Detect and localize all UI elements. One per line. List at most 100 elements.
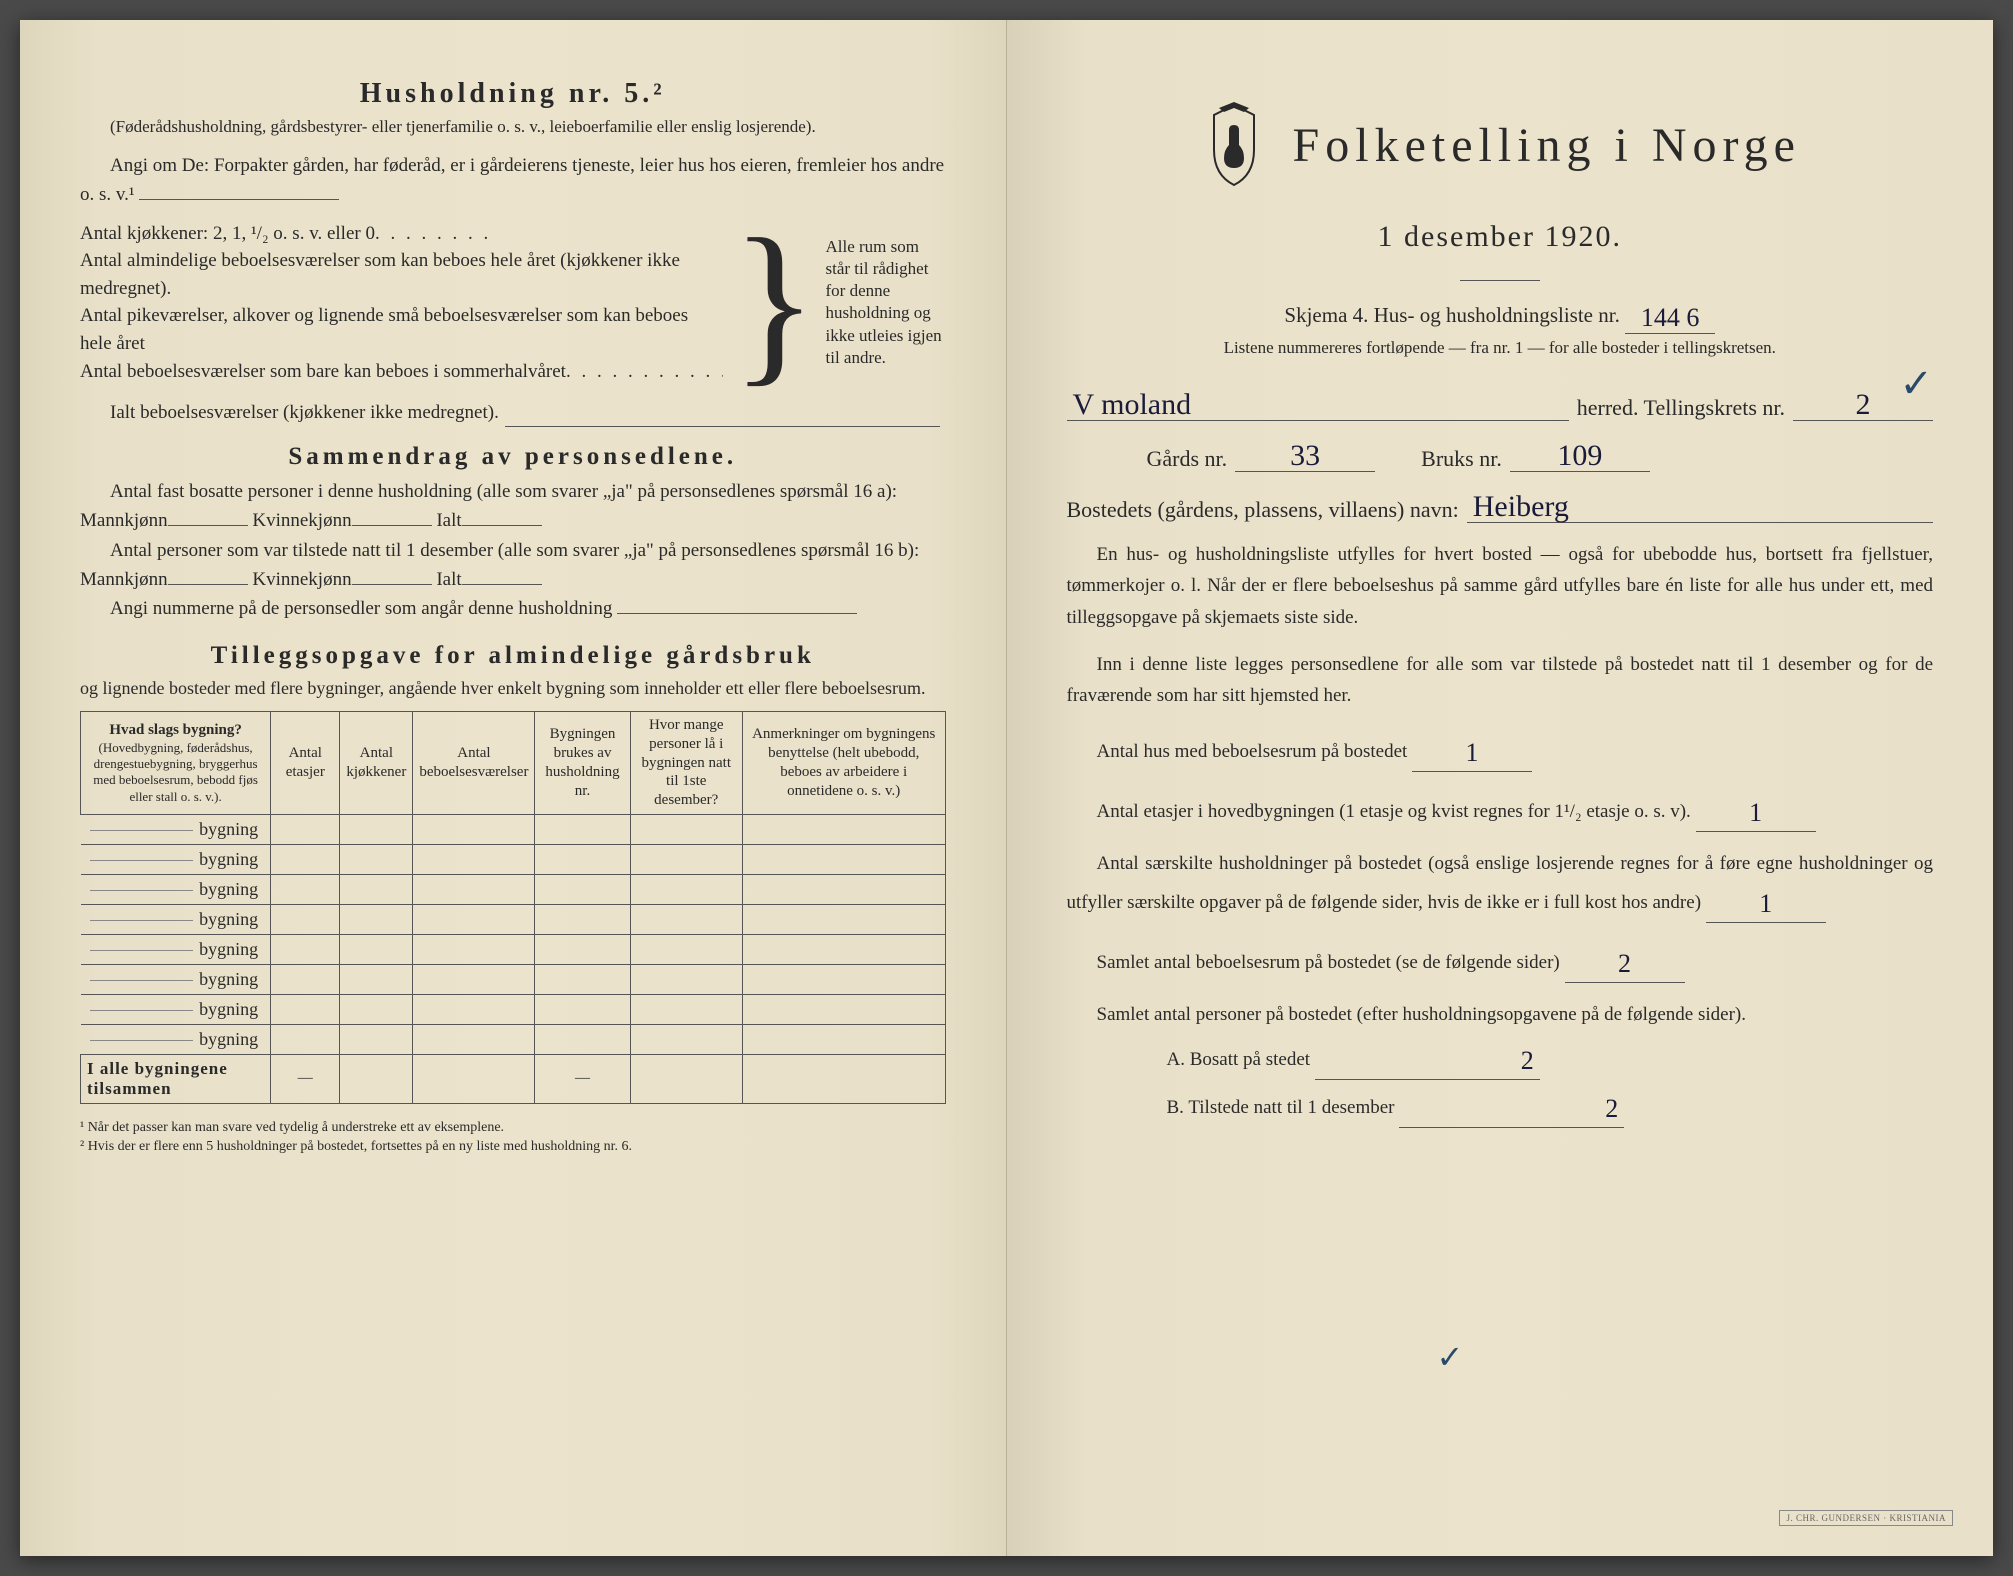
row-summer-rooms: Antal beboelsesværelser som bare kan beb… xyxy=(80,358,566,386)
row-label: bygning xyxy=(81,874,271,904)
table-row: bygning xyxy=(81,814,946,844)
table-header-row: Hvad slags bygning?(Hovedbygning, føderå… xyxy=(81,712,946,815)
table-row: bygning xyxy=(81,874,946,904)
right-page: Folketelling i Norge 1 desember 1920. Sk… xyxy=(1007,20,1994,1556)
q5-label: Samlet antal personer på bostedet (efter… xyxy=(1097,1004,1746,1025)
instructions-blank xyxy=(139,199,339,200)
table-cell xyxy=(271,1024,340,1054)
bruk-value-field: 109 xyxy=(1510,435,1650,472)
herred-value: V moland xyxy=(1067,388,1198,422)
q2-line: Antal etasjer i hovedbygningen (1 etasje… xyxy=(1067,788,1934,832)
table-cell xyxy=(630,964,742,994)
skjema-sub: Listene nummereres fortløpende — fra nr.… xyxy=(1067,338,1934,358)
footnote-1: ¹ Når det passer kan man svare ved tydel… xyxy=(80,1118,946,1138)
table-cell xyxy=(413,814,535,844)
left-page: Husholdning nr. 5.² (Føderådshusholdning… xyxy=(20,20,1007,1556)
table-cell xyxy=(535,904,630,934)
row-maid-rooms: Antal pikeværelser, alkover og lignende … xyxy=(80,302,723,357)
para-2: Inn i denne liste legges personsedlene f… xyxy=(1067,649,1934,712)
row-kitchens: Antal kjøkkener: 2, 1, ¹/₂ o. s. v. elle… xyxy=(80,220,375,248)
table-cell xyxy=(340,934,413,964)
th-persons: Hvor mange personer lå i bygningen natt … xyxy=(630,712,742,815)
table-cell xyxy=(340,904,413,934)
q3-line: Antal særskilte husholdninger på bostede… xyxy=(1067,848,1934,923)
q5-intro: Samlet antal personer på bostedet (efter… xyxy=(1067,999,1934,1030)
row-ordinary-rooms: Antal almindelige beboelsesværelser som … xyxy=(80,247,723,302)
table-cell xyxy=(271,814,340,844)
krets-value: 2 xyxy=(1850,388,1877,422)
table-row: bygning xyxy=(81,904,946,934)
table-cell xyxy=(271,964,340,994)
table-cell xyxy=(630,904,742,934)
summary-p2-k: Kvinnekjønn xyxy=(252,569,351,590)
table-cell xyxy=(535,934,630,964)
q5a-label: A. Bosatt på stedet xyxy=(1167,1049,1311,1070)
table-row: bygning xyxy=(81,1024,946,1054)
table-cell xyxy=(413,994,535,1024)
q1-label: Antal hus med beboelsesrum på bostedet xyxy=(1097,741,1408,762)
gard-label: Gårds nr. xyxy=(1147,446,1228,472)
date-line: 1 desember 1920. xyxy=(1067,220,1934,254)
summary-p1-i: Ialt xyxy=(436,510,461,531)
table-cell xyxy=(742,994,945,1024)
q1-line: Antal hus med beboelsesrum på bostedet 1 xyxy=(1067,728,1934,772)
table-cell xyxy=(742,1024,945,1054)
row-label: bygning xyxy=(81,934,271,964)
table-cell xyxy=(413,934,535,964)
table-cell xyxy=(535,814,630,844)
q2-value: 1 xyxy=(1743,792,1768,835)
table-cell xyxy=(340,874,413,904)
table-row: bygning xyxy=(81,934,946,964)
row-label: bygning xyxy=(81,814,271,844)
ialt-row: Ialt beboelsesværelser (kjøkkener ikke m… xyxy=(80,399,946,427)
q5b-value: 2 xyxy=(1499,1088,1624,1131)
row-label: bygning xyxy=(81,1024,271,1054)
row-label: bygning xyxy=(81,994,271,1024)
q4-line: Samlet antal beboelsesrum på bostedet (s… xyxy=(1067,939,1934,983)
rooms-list: Antal kjøkkener: 2, 1, ¹/₂ o. s. v. elle… xyxy=(80,220,723,385)
table-cell xyxy=(413,904,535,934)
table-cell xyxy=(535,994,630,1024)
bosted-line: Bostedets (gårdens, plassens, villaens) … xyxy=(1067,486,1934,523)
q5b-label: B. Tilstede natt til 1 desember xyxy=(1167,1097,1395,1118)
gard-value-field: 33 xyxy=(1235,435,1375,472)
table-cell xyxy=(742,844,945,874)
main-title: Folketelling i Norge xyxy=(1293,118,1801,173)
table-cell xyxy=(630,844,742,874)
table-cell xyxy=(271,844,340,874)
para-1: En hus- og husholdningsliste utfylles fo… xyxy=(1067,539,1934,633)
table-cell xyxy=(340,844,413,874)
summary-p2: Antal personer som var tilstede natt til… xyxy=(80,536,946,595)
skjema-line: Skjema 4. Hus- og husholdningsliste nr. … xyxy=(1067,299,1934,330)
summary-p3-text: Angi nummerne på de personsedler som ang… xyxy=(110,598,612,619)
th-kitchens: Antal kjøkkener xyxy=(340,712,413,815)
checkmark-small-icon: ✓ xyxy=(1437,1338,1464,1376)
table-cell xyxy=(535,844,630,874)
brace-note: Alle rum som står til rådighet for denne… xyxy=(826,220,946,385)
th-type: Hvad slags bygning?(Hovedbygning, føderå… xyxy=(81,712,271,815)
row-label: bygning xyxy=(81,964,271,994)
household-title: Husholdning nr. 5.² xyxy=(80,78,946,110)
table-cell xyxy=(340,814,413,844)
q5a-line: A. Bosatt på stedet 2 xyxy=(1067,1036,1934,1080)
household-instructions: Angi om De: Forpakter gården, har føderå… xyxy=(80,151,946,210)
gard-value: 33 xyxy=(1284,439,1326,473)
table-cell xyxy=(742,814,945,844)
document-spread: Husholdning nr. 5.² (Føderådshusholdning… xyxy=(20,20,1993,1556)
household-subtitle: (Føderådshusholdning, gårdsbestyrer- ell… xyxy=(80,116,946,139)
th-used-by: Bygningen brukes av husholdning nr. xyxy=(535,712,630,815)
table-cell xyxy=(413,1024,535,1054)
table-cell xyxy=(630,1024,742,1054)
row-label: bygning xyxy=(81,844,271,874)
q2-label: Antal etasjer i hovedbygningen (1 etasje… xyxy=(1097,801,1691,822)
summary-p1-text: Antal fast bosatte personer i denne hush… xyxy=(80,481,897,531)
table-cell xyxy=(742,964,945,994)
gard-line: Gårds nr. 33 Bruks nr. 109 xyxy=(1067,435,1934,472)
table-cell xyxy=(535,964,630,994)
q5b-line: B. Tilstede natt til 1 desember 2 xyxy=(1067,1084,1934,1128)
summary-p3: Angi nummerne på de personsedler som ang… xyxy=(80,594,946,623)
th-rooms: Antal beboelsesværelser xyxy=(413,712,535,815)
table-cell xyxy=(630,814,742,844)
q3-value: 1 xyxy=(1753,883,1778,926)
footnotes: ¹ Når det passer kan man svare ved tydel… xyxy=(80,1118,946,1157)
